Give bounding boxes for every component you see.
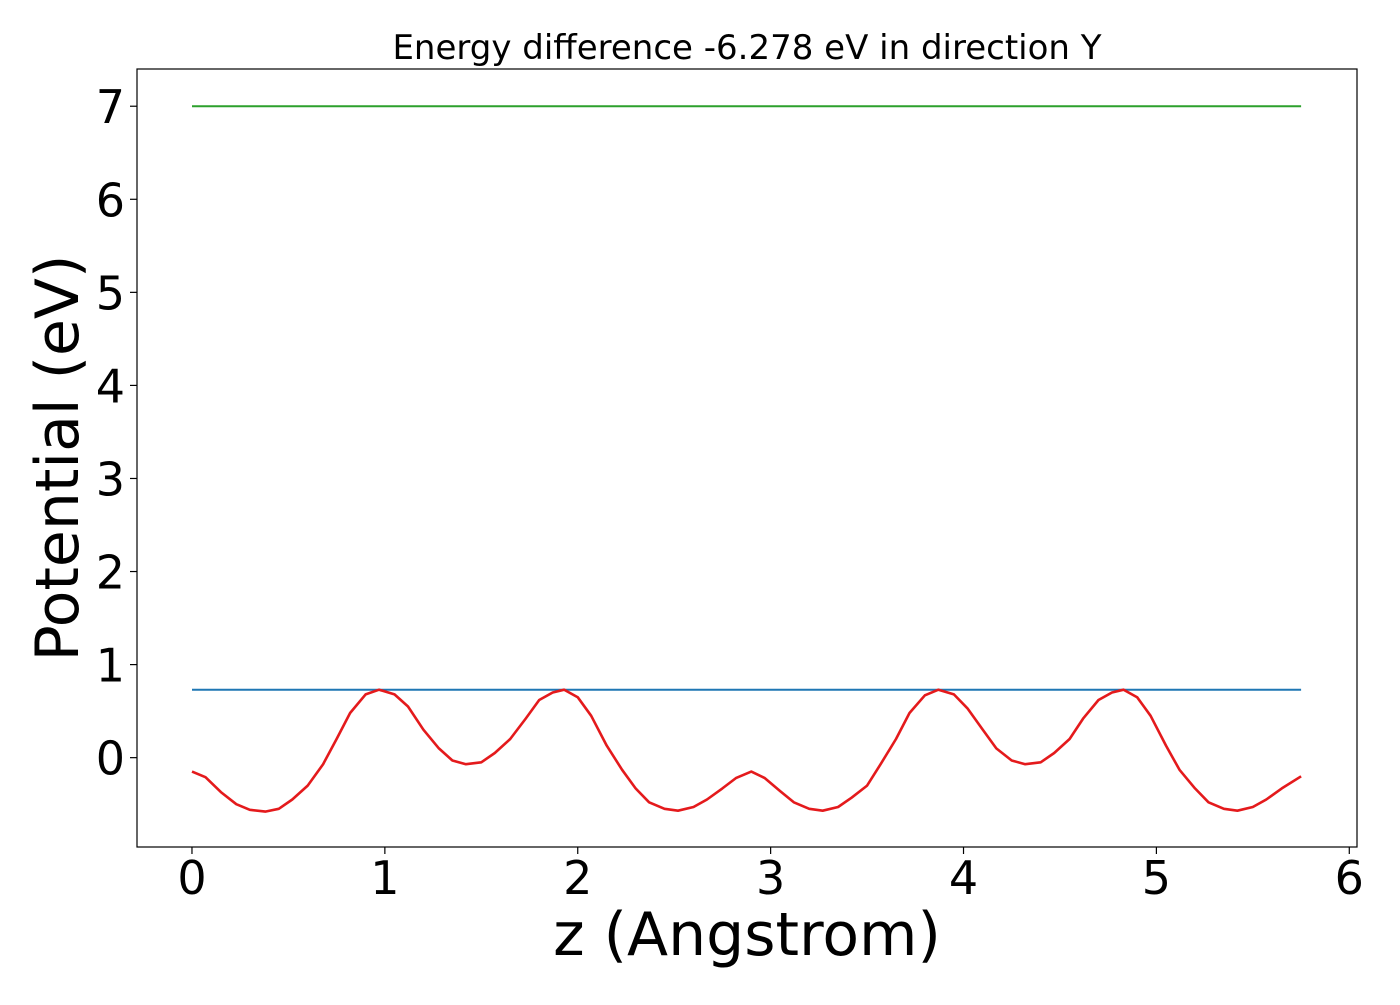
x-axis: 0 1 2 3 4 5 6 [177,847,1364,905]
series-line-3 [191,688,1302,813]
y-tick-label: 5 [96,266,125,320]
y-tick-label: 7 [96,80,125,134]
x-tick-label: 1 [370,851,399,905]
x-tick-label: 4 [949,851,978,905]
plot-frame [136,68,1358,848]
plot-area [191,105,1302,813]
y-axis: 0 1 2 3 4 5 6 7 [96,80,137,786]
x-tick-label: 5 [1142,851,1171,905]
y-tick-label: 6 [96,173,125,227]
x-axis-label: z (Angstrom) [553,900,941,970]
x-tick-label: 0 [177,851,206,905]
y-tick-label: 0 [96,732,125,786]
y-tick-label: 4 [96,359,125,413]
y-tick-label: 1 [96,639,125,693]
y-tick-label: 3 [96,452,125,506]
chart-title: Energy difference -6.278 eV in direction… [392,28,1101,68]
y-tick-label: 2 [96,546,125,600]
x-tick-label: 6 [1335,851,1364,905]
x-tick-label: 2 [563,851,592,905]
y-axis-label: Potential (eV) [23,255,93,662]
x-tick-label: 3 [756,851,785,905]
